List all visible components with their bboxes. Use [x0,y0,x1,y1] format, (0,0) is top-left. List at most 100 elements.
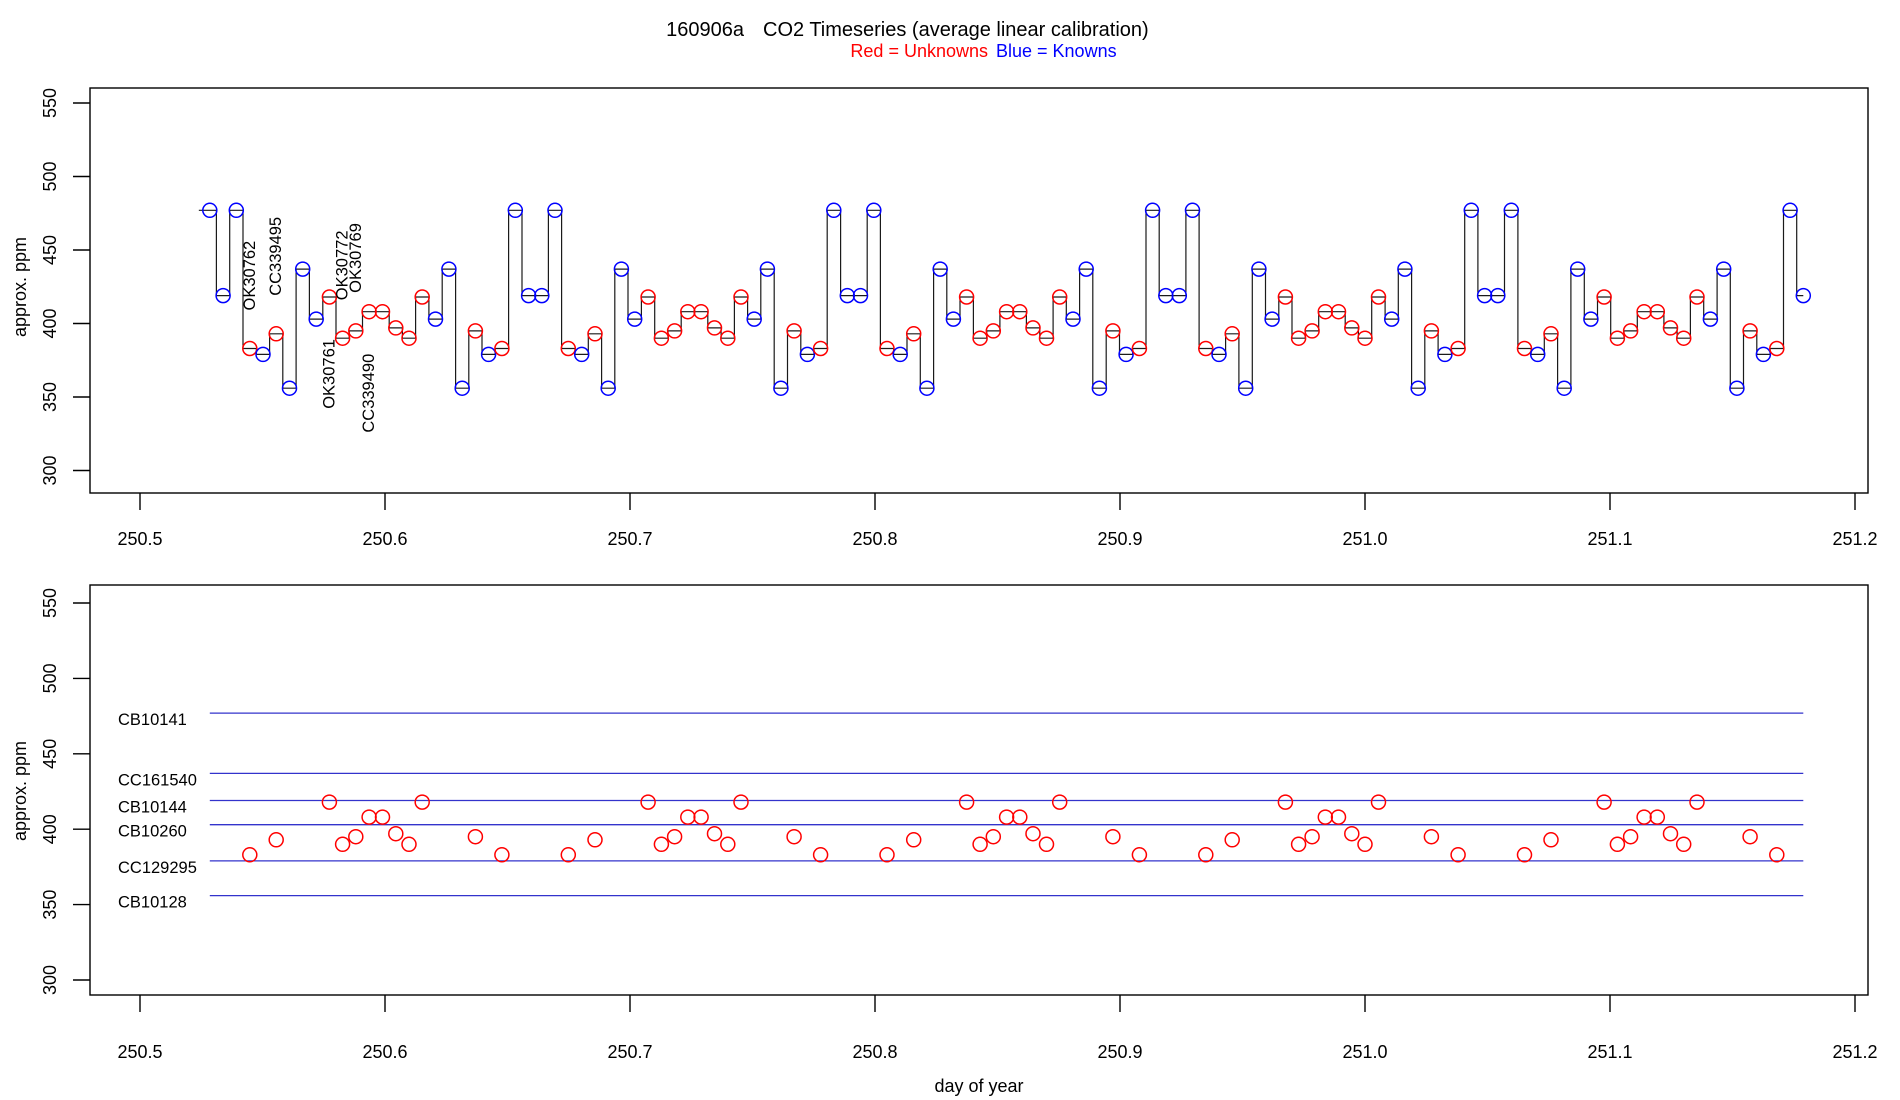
data-point-unknown [1596,289,1612,305]
data-point-unknown [242,340,258,357]
data-point-unknown [1038,330,1055,346]
bottom-point-unknown [1051,794,1068,810]
bottom-point-unknown [1636,809,1652,825]
data-point-known [1410,380,1426,396]
bottom-point-unknown [1769,847,1785,863]
top-panel-box [89,87,1869,494]
data-point-known [1490,287,1506,304]
data-point-known [573,346,590,363]
data-point-known [427,311,444,327]
data-point-unknown [1290,330,1307,346]
data-point-known [1184,202,1201,219]
data-point-unknown [494,340,510,357]
data-point-known [534,287,550,304]
data-point-known [919,380,935,396]
data-point-unknown [1636,303,1652,320]
top-x-tick-label: 251.1 [1587,529,1632,549]
bottom-point-unknown [1290,836,1307,853]
top-x-tick-label: 250.9 [1097,529,1142,549]
data-point-unknown [334,330,351,346]
known-standard-label: CB10144 [118,799,187,817]
bottom-point-unknown [640,794,656,810]
data-point-unknown [905,326,922,342]
data-point-unknown [998,303,1015,320]
top-x-tick-label: 251.0 [1342,529,1387,549]
known-standard-label: CC161540 [118,771,197,789]
bottom-point-unknown [401,836,417,853]
bottom-point-unknown [1025,825,1041,842]
data-point-unknown [1450,340,1466,357]
legend-unknowns-label: Red = Unknowns [850,41,988,61]
bottom-point-unknown [560,847,577,863]
top-x-tick-label: 250.6 [362,529,407,549]
data-point-known [613,261,630,277]
bottom-point-unknown [1450,847,1466,863]
data-point-unknown [388,320,404,336]
bottom-point-unknown [388,825,404,842]
data-point-known [281,380,298,396]
data-point-known [441,261,457,277]
data-point-known [1078,261,1094,277]
bottom-point-unknown [1357,836,1373,853]
data-point-unknown [1051,289,1068,305]
data-point-unknown [1543,326,1559,342]
data-point-known [1476,287,1493,304]
bottom-point-unknown [268,832,284,848]
bottom-x-tick-label: 251.1 [1587,1042,1632,1062]
top-y-tick-label: 300 [40,455,60,485]
data-point-known [1237,380,1254,396]
data-point-unknown [1304,323,1320,339]
data-point-known [746,311,762,327]
data-point-known [1795,287,1812,304]
top-y-tick-label: 400 [40,308,60,338]
bottom-point-unknown [666,828,683,845]
data-point-known [1463,202,1480,219]
y-axis-title-top: approx. ppm [10,237,30,337]
bottom-x-tick-label: 250.7 [607,1042,652,1062]
data-point-known [255,346,271,363]
data-point-unknown [985,323,1002,339]
series-step-line [198,209,1804,389]
bottom-point-unknown [706,825,723,842]
bottom-point-unknown [680,809,696,825]
unknown-sample-label: CC339490 [360,354,378,433]
data-point-unknown [1742,323,1758,339]
data-point-unknown [1689,289,1705,305]
bottom-point-unknown [720,836,736,853]
bottom-point-unknown [693,809,709,825]
data-point-known [1383,311,1400,327]
bottom-panel-box [89,584,1869,996]
data-point-unknown [374,303,391,320]
top-x-tick-label: 251.2 [1832,529,1877,549]
data-point-known [547,202,563,219]
data-point-known [215,287,231,304]
data-point-unknown [1131,340,1148,357]
data-point-known [294,261,311,277]
bottom-x-tick-label: 250.9 [1097,1042,1142,1062]
data-point-unknown [1025,320,1041,336]
data-point-unknown [640,289,656,305]
data-point-known [228,202,245,219]
page-title: CO2 Timeseries (average linear calibrati… [763,19,1149,41]
data-point-known [480,346,497,363]
data-point-unknown [1277,289,1294,305]
bottom-point-unknown [1370,794,1387,810]
x-axis-title: day of year [934,1076,1023,1096]
data-point-unknown [958,289,975,305]
data-point-known [1569,261,1586,277]
data-point-known [1583,311,1599,327]
bottom-x-tick-label: 250.8 [852,1042,897,1062]
data-point-unknown [693,303,709,320]
data-point-unknown [733,289,749,305]
bottom-point-unknown [1012,809,1028,825]
data-point-known [454,380,470,396]
data-point-unknown [414,289,430,305]
data-point-unknown [560,340,577,357]
data-point-known [1702,311,1719,327]
bottom-point-unknown [374,809,391,825]
page-title-run-id: 160906a [666,19,745,41]
bottom-point-unknown [1198,847,1214,863]
known-standard-label: CB10141 [118,711,187,729]
bottom-point-unknown [1742,828,1758,845]
bottom-point-unknown [972,836,988,853]
